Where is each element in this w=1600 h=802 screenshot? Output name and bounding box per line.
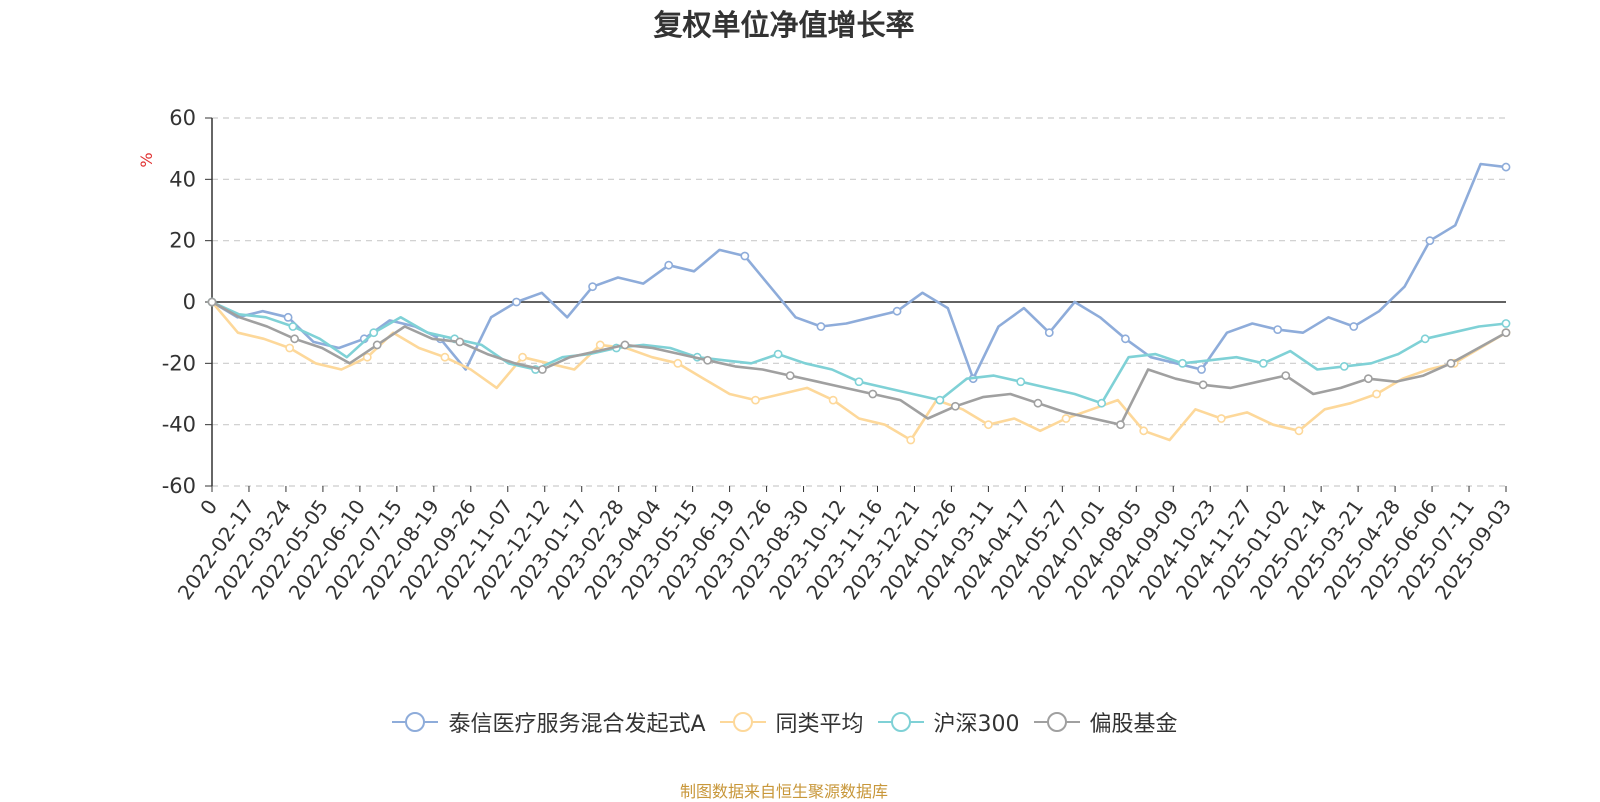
y-tick-label: -60 [162, 474, 196, 498]
series-point [588, 282, 597, 292]
series-point [773, 349, 783, 359]
series-line [211, 162, 1507, 380]
series-point [288, 322, 298, 331]
chart-title: 复权单位净值增长率 [653, 8, 915, 42]
series-point [595, 340, 605, 350]
legend-item[interactable]: 偏股基金 [1032, 706, 1178, 738]
series-point [1033, 398, 1043, 408]
series-point [537, 365, 547, 374]
series-point [372, 340, 382, 350]
series-point [1420, 334, 1430, 344]
y-tick-label: 20 [169, 229, 196, 253]
legend-marker-icon [392, 712, 439, 732]
series-point [673, 358, 683, 368]
series-point [290, 334, 299, 344]
y-tick-label: 0 [183, 290, 196, 314]
series-point [906, 435, 916, 445]
y-tick-label: -20 [162, 351, 196, 375]
series-point [740, 251, 750, 261]
legend-label: 沪深300 [933, 712, 1020, 737]
series-point [1016, 377, 1026, 387]
series-point [1501, 162, 1511, 172]
data-source-note: 制图数据来自恒生聚源数据库 [679, 782, 888, 801]
series-point [816, 322, 826, 331]
series-point [935, 395, 945, 405]
series-point [455, 337, 465, 347]
legend: 泰信医疗服务混合发起式A 同类平均 沪深300 偏股基金 [0, 706, 1568, 741]
series-point [785, 371, 795, 380]
series-point [1116, 420, 1125, 430]
y-tick-label: 60 [169, 106, 196, 130]
legend-item[interactable]: 沪深300 [876, 706, 1020, 738]
series-point [1294, 426, 1304, 436]
series-point [369, 328, 379, 338]
series-point [285, 343, 295, 353]
series-point [440, 352, 450, 362]
series-point [892, 306, 902, 316]
series-point [283, 312, 293, 322]
series-point [868, 389, 878, 399]
series-point [1139, 426, 1149, 436]
series-point [207, 297, 217, 307]
y-axis-unit: % [137, 152, 156, 167]
series-point [1363, 374, 1373, 384]
series-point [703, 355, 712, 365]
series-point [1501, 328, 1511, 338]
legend-label: 泰信医疗服务混合发起式A [448, 712, 706, 737]
series-point [362, 352, 372, 362]
series-point [512, 297, 521, 307]
series-point [1273, 325, 1283, 334]
series-point [620, 340, 630, 350]
series-point [950, 401, 960, 411]
series-point [518, 352, 527, 362]
legend-item[interactable]: 泰信医疗服务混合发起式A [390, 706, 706, 738]
series-point [664, 260, 674, 270]
series-point [1216, 414, 1226, 423]
series-point [1198, 380, 1208, 390]
series-point [1197, 365, 1206, 374]
x-tick-label: 0 [195, 495, 222, 519]
line-chart: 6040200-20-40-60%02022-02-172022-03-2420… [137, 106, 1516, 604]
legend-marker-icon [1033, 712, 1080, 732]
series-point [1121, 334, 1130, 344]
series-point [1281, 371, 1291, 380]
legend-item[interactable]: 同类平均 [718, 706, 864, 738]
series-line [211, 300, 1507, 405]
legend-marker-icon [877, 712, 924, 732]
y-tick-label: 40 [169, 167, 196, 191]
series-point [1061, 414, 1071, 423]
series-point [1258, 358, 1268, 368]
legend-label: 偏股基金 [1089, 712, 1178, 737]
series-point [1501, 319, 1511, 328]
y-tick-label: -40 [162, 413, 196, 437]
series-point [1044, 328, 1054, 338]
series-point [1372, 389, 1381, 399]
series-point [1349, 322, 1359, 331]
series-point [984, 420, 993, 430]
series-point [1339, 361, 1349, 371]
series-point [1446, 358, 1456, 368]
legend-label: 同类平均 [775, 712, 864, 737]
legend-marker-icon [719, 712, 766, 732]
series-line [211, 301, 1507, 442]
series-point [1178, 358, 1187, 368]
series-point [1097, 398, 1107, 408]
series-point [1425, 236, 1435, 246]
series-point [751, 395, 760, 405]
series-point [828, 395, 838, 405]
series-point [854, 377, 864, 387]
series-line [211, 300, 1507, 426]
